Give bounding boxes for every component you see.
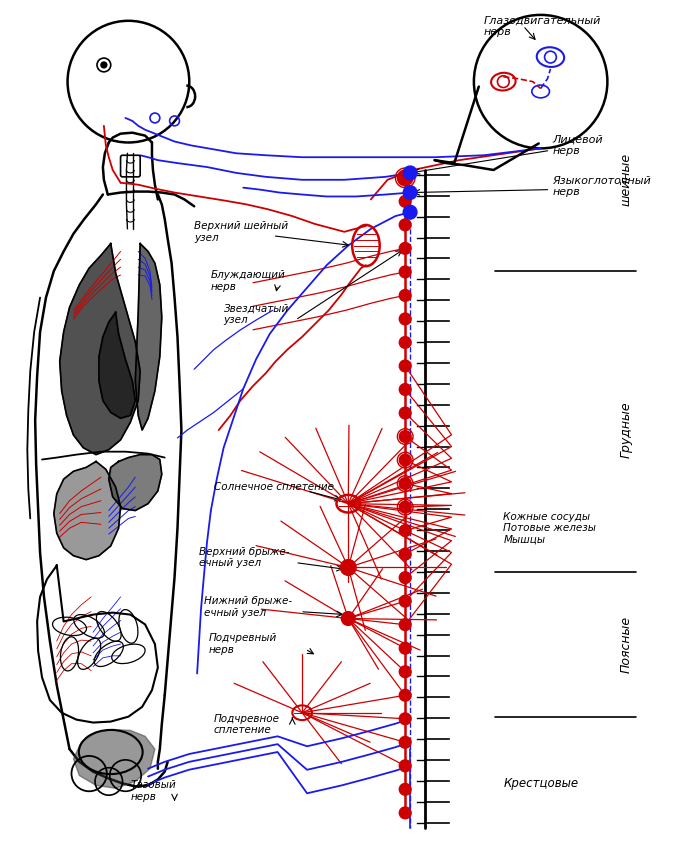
Text: Солнечное сплетение: Солнечное сплетение <box>214 482 334 492</box>
Circle shape <box>399 407 411 419</box>
Circle shape <box>399 360 411 372</box>
Circle shape <box>399 713 411 725</box>
Circle shape <box>399 666 411 678</box>
Circle shape <box>101 62 107 68</box>
Polygon shape <box>73 729 155 788</box>
Text: Верхний шейный
узел: Верхний шейный узел <box>194 221 288 243</box>
Circle shape <box>399 266 411 278</box>
Text: Крестцовые: Крестцовые <box>503 777 578 790</box>
Circle shape <box>403 206 417 219</box>
Circle shape <box>399 384 411 396</box>
Circle shape <box>397 170 413 186</box>
Text: Лицевой
нерв: Лицевой нерв <box>552 135 603 156</box>
Circle shape <box>399 549 411 560</box>
Polygon shape <box>60 244 140 455</box>
Circle shape <box>399 784 411 795</box>
Text: Подчревный
нерв: Подчревный нерв <box>209 634 277 654</box>
Circle shape <box>399 290 411 301</box>
Text: Языкоглоточный
нерв: Языкоглоточный нерв <box>552 176 651 197</box>
Text: Глазодвигательный
нерв: Глазодвигательный нерв <box>483 16 601 37</box>
Circle shape <box>399 760 411 772</box>
Circle shape <box>399 689 411 701</box>
Circle shape <box>399 807 411 819</box>
Text: Нижний брыже-
ечный узел: Нижний брыже- ечный узел <box>204 596 292 617</box>
Text: Грудные: Грудные <box>619 402 632 458</box>
Text: Блуждающий
нерв: Блуждающий нерв <box>211 270 286 292</box>
Polygon shape <box>109 455 162 510</box>
Text: Поясные: Поясные <box>619 615 632 673</box>
Circle shape <box>403 186 417 200</box>
Circle shape <box>399 195 411 207</box>
Circle shape <box>399 337 411 348</box>
Polygon shape <box>99 312 135 418</box>
Text: Подчревное
сплетение: Подчревное сплетение <box>214 713 280 735</box>
Circle shape <box>399 642 411 654</box>
Circle shape <box>399 477 411 490</box>
Circle shape <box>399 619 411 630</box>
Circle shape <box>399 595 411 607</box>
Text: шейные: шейные <box>619 154 632 207</box>
Circle shape <box>341 560 356 575</box>
Circle shape <box>341 612 355 625</box>
Circle shape <box>399 501 411 513</box>
Text: Верхний брыже-
ечный узел: Верхний брыже- ечный узел <box>199 547 290 569</box>
Circle shape <box>399 454 411 466</box>
Circle shape <box>399 431 411 443</box>
Circle shape <box>399 313 411 325</box>
Text: Тазовый
нерв: Тазовый нерв <box>131 780 176 802</box>
Circle shape <box>399 242 411 254</box>
Circle shape <box>399 525 411 536</box>
Circle shape <box>399 736 411 748</box>
Polygon shape <box>135 244 162 430</box>
Circle shape <box>399 219 411 231</box>
Text: Кожные сосуды
Потовые железы
Мышцы: Кожные сосуды Потовые железы Мышцы <box>503 511 596 545</box>
Circle shape <box>399 572 411 583</box>
Text: Звездчатый
узел: Звездчатый узел <box>223 304 289 325</box>
Circle shape <box>403 166 417 180</box>
Polygon shape <box>53 462 121 560</box>
